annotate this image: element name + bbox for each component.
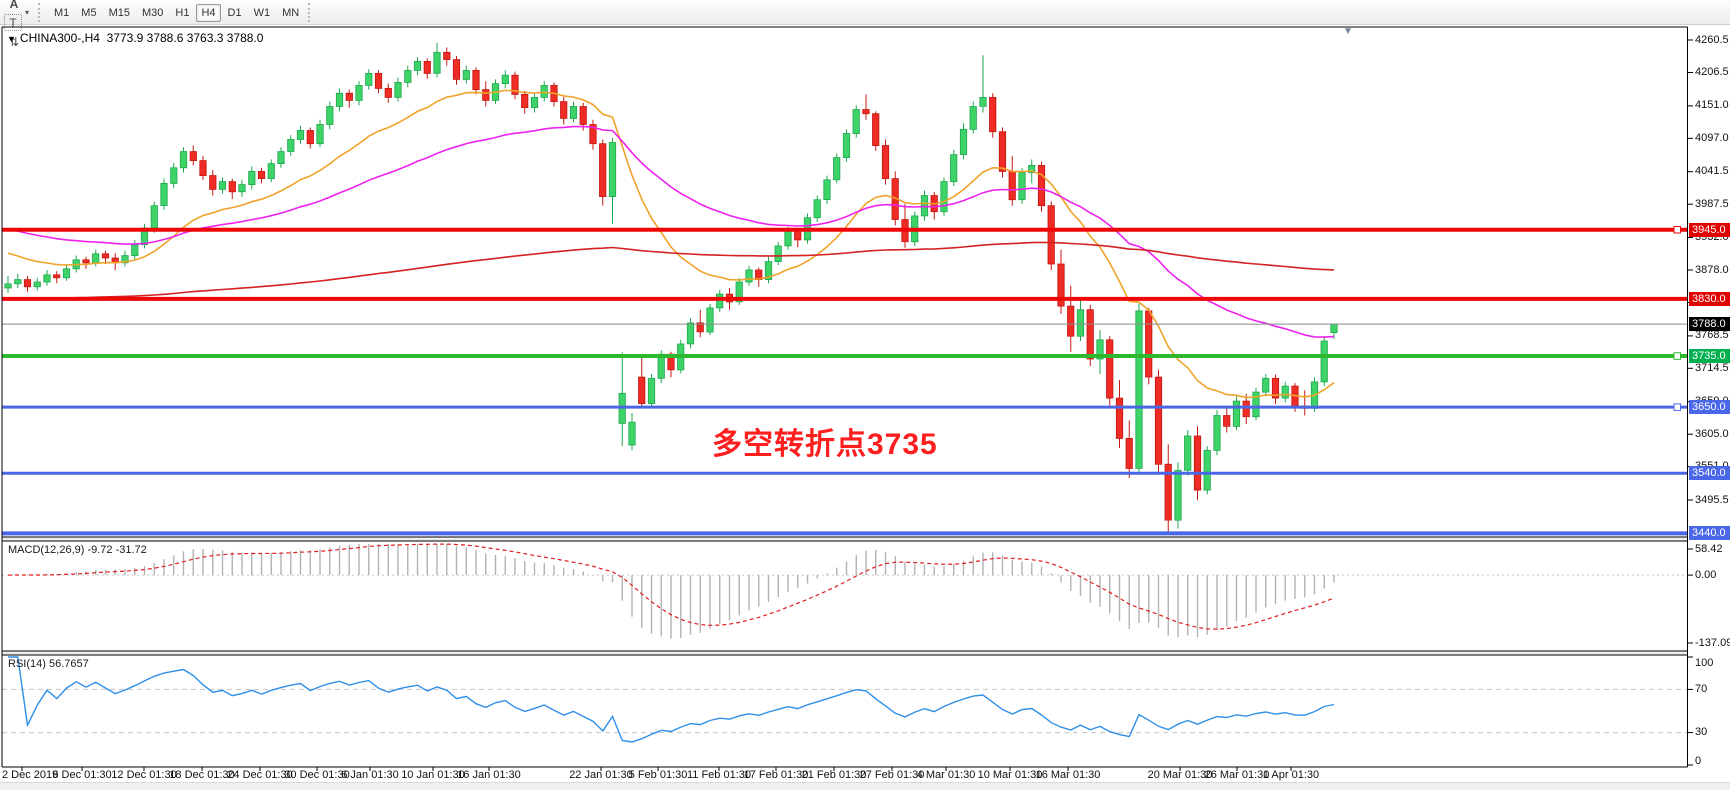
tf-button-w1[interactable]: W1 xyxy=(253,7,271,19)
time-axis-label: 20 Mar 01:30 xyxy=(1147,769,1213,781)
text-box-icon[interactable]: T xyxy=(4,14,22,31)
price-tick-label: 4260.5 xyxy=(1695,33,1729,46)
time-axis-label: 11 Feb 01:30 xyxy=(686,769,752,781)
tf-button-mn[interactable]: MN xyxy=(282,7,300,19)
price-tick-label: 4041.5 xyxy=(1695,165,1729,178)
tf-button-m15[interactable]: M15 xyxy=(108,7,130,19)
time-axis-label: 6 Dec 01:30 xyxy=(52,769,112,781)
price-tick-label: 4206.5 xyxy=(1695,65,1729,78)
tf-button-m5[interactable]: M5 xyxy=(81,7,97,19)
toolbar-separator xyxy=(308,2,315,22)
time-axis-label: 1 Apr 01:30 xyxy=(1262,769,1320,781)
tf-button-h4[interactable]: H4 xyxy=(196,4,221,22)
chart-last-ohlc: 3773.9 3788.6 3763.3 3788.0 xyxy=(106,31,264,45)
tf-button-m1[interactable]: M1 xyxy=(54,7,70,19)
time-axis[interactable] xyxy=(0,767,1688,782)
time-axis-label: 10 Mar 01:30 xyxy=(977,769,1043,781)
medium-ma-line[interactable] xyxy=(7,125,1335,338)
chart-title: ▼ CHINA300-,H4 3773.9 3788.6 3763.3 3788.… xyxy=(7,31,263,45)
time-axis-label: 12 Dec 01:30 xyxy=(111,769,177,781)
tf-button-d1[interactable]: D1 xyxy=(227,7,242,19)
time-axis-label: 21 Feb 01:30 xyxy=(801,769,867,781)
rsi-tick-label: 0 xyxy=(1695,755,1702,767)
fast-ma-line[interactable] xyxy=(7,89,1335,399)
timeframe-button-group: M1 M5 M15 M30 H1 H4 D1 W1 MN xyxy=(48,3,305,22)
price-tick-label: 4097.0 xyxy=(1695,131,1729,144)
price-tick-label: 4151.0 xyxy=(1695,99,1729,112)
chart-dropdown-icon[interactable]: ▼ xyxy=(7,34,16,44)
tf-button-m30[interactable]: M30 xyxy=(141,7,164,19)
time-axis-label: 2 Dec 2019 xyxy=(2,769,59,781)
macd-tick-label: 58.42 xyxy=(1695,542,1723,555)
macd-indicator-label: MACD(12,26,9) -9.72 -31.72 xyxy=(8,544,147,556)
text-label-icon[interactable]: A xyxy=(9,0,19,11)
time-axis-label: 27 Feb 01:30 xyxy=(859,769,925,781)
price-level-badge: 3830.0 xyxy=(1689,291,1730,306)
price-tick-label: 3987.5 xyxy=(1695,197,1729,210)
time-axis-label: 4 Mar 01:30 xyxy=(916,769,976,781)
price-tick-label: 3878.0 xyxy=(1695,263,1729,276)
macd-tick-label: 0.00 xyxy=(1695,568,1717,581)
price-level-badge: 3788.0 xyxy=(1689,317,1730,332)
tf-button-h1[interactable]: H1 xyxy=(175,7,190,19)
time-axis-label: 5 Feb 01:30 xyxy=(628,769,688,781)
price-level-badge: 3440.0 xyxy=(1689,526,1730,541)
time-axis-label: 10 Jan 01:30 xyxy=(401,769,465,781)
price-level-badge: 3540.0 xyxy=(1689,466,1730,481)
price-level-badge: 3945.0 xyxy=(1689,222,1730,237)
time-axis-label: 24 Dec 01:30 xyxy=(227,769,293,781)
macd-tick-label: -137.09 xyxy=(1695,636,1730,649)
arrow-tools-icon[interactable]: ⇅ xyxy=(8,34,20,49)
price-axis[interactable] xyxy=(1688,27,1730,767)
time-axis-label: 18 Dec 01:30 xyxy=(169,769,235,781)
time-axis-label: 22 Jan 01:30 xyxy=(569,769,633,781)
toolbar-separator xyxy=(38,2,45,22)
price-tick-label: 3768.5 xyxy=(1695,329,1729,342)
price-tick-label: 3495.5 xyxy=(1695,493,1729,506)
time-axis-label: 26 Mar 01:30 xyxy=(1204,769,1270,781)
chart-text-annotation[interactable]: 多空转折点3735 xyxy=(712,428,938,461)
rsi-tick-label: 30 xyxy=(1695,726,1708,739)
rsi-tick-label: 70 xyxy=(1695,682,1708,695)
status-strip xyxy=(0,782,1730,790)
price-tick-label: 3714.5 xyxy=(1695,361,1729,374)
slow-ma-line[interactable] xyxy=(7,241,1335,300)
toolbar-icon-group: ▦AT⇅ xyxy=(0,0,28,52)
time-axis-label: 17 Feb 01:30 xyxy=(743,769,809,781)
chart-symbol-period: CHINA300-,H4 xyxy=(19,31,100,45)
time-axis-label: 16 Jan 01:30 xyxy=(457,769,521,781)
price-level-badge: 3735.0 xyxy=(1689,349,1730,363)
rsi-tick-label: 100 xyxy=(1695,657,1714,669)
time-axis-label: 16 Mar 01:30 xyxy=(1035,769,1101,781)
chevron-down-icon[interactable]: ▾ xyxy=(25,7,30,17)
price-tick-label: 3605.0 xyxy=(1695,427,1729,440)
time-axis-label: 6 Jan 01:30 xyxy=(341,769,399,781)
chart-scroll-anchor-icon[interactable]: ▼ xyxy=(1343,26,1353,37)
price-level-badge: 3650.0 xyxy=(1689,400,1730,415)
time-axis-label: 30 Dec 01:30 xyxy=(284,769,350,781)
rsi-indicator-label: RSI(14) 56.7657 xyxy=(8,658,89,670)
